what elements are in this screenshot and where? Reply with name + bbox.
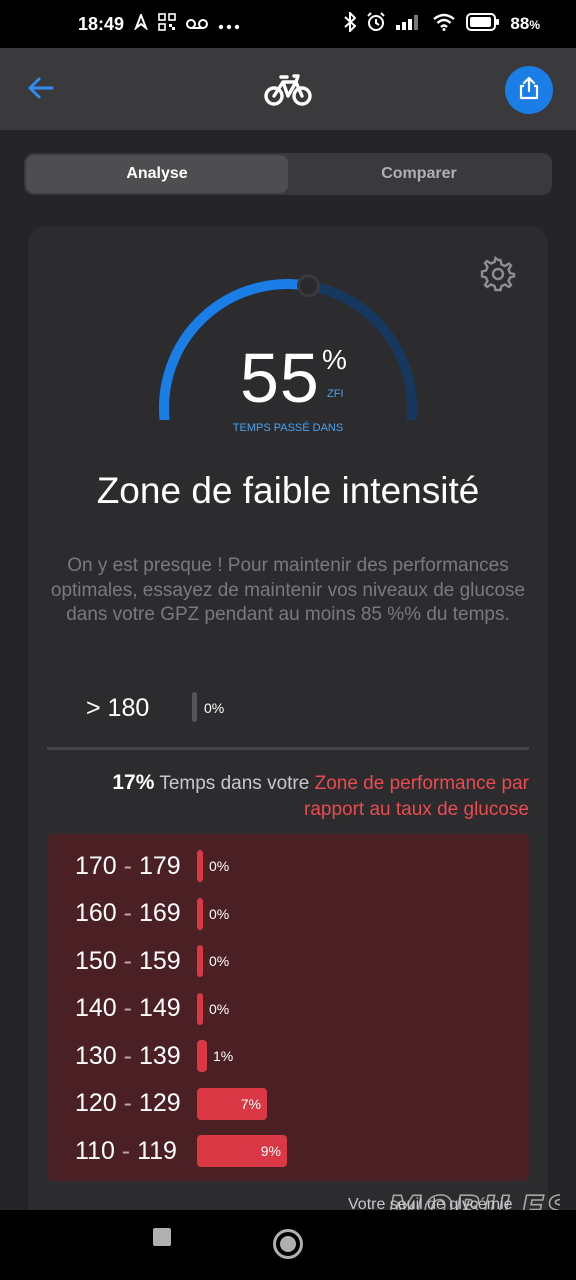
app-bar — [0, 48, 576, 130]
range-bar — [197, 897, 203, 930]
signal-icon — [396, 14, 422, 35]
range-bar: 7% — [197, 1087, 267, 1120]
more-dots-icon — [218, 14, 240, 35]
range-high: 119 — [137, 1136, 177, 1165]
gauge-fill — [159, 279, 314, 420]
range-high: 149 — [138, 994, 181, 1022]
range-percent: 0% — [209, 953, 230, 969]
range-row: 130 - 139 1% — [75, 1038, 233, 1074]
back-arrow-icon[interactable] — [24, 70, 60, 106]
range-high: 169 — [138, 899, 181, 927]
zone-description: On y est presque ! Pour maintenir des pe… — [50, 555, 526, 625]
battery-level: 88% — [510, 14, 540, 33]
range-bar — [197, 992, 203, 1025]
alarm-icon — [366, 11, 386, 37]
range-separator: - — [114, 1136, 138, 1165]
tab-analyse[interactable]: Analyse — [26, 155, 288, 193]
qr-code-icon — [158, 12, 176, 36]
voicemail-icon — [186, 14, 209, 35]
range-low: 130 — [75, 1041, 117, 1070]
gauge-percent-sign: % — [322, 344, 347, 375]
performance-zone-box — [47, 834, 529, 1181]
zone-gauge — [159, 274, 417, 420]
range-separator: - — [116, 899, 139, 927]
range-high: 139 — [138, 1041, 181, 1070]
range-high: 129 — [138, 1089, 181, 1117]
gauge-unit: ZFI — [327, 388, 344, 400]
range-row: 150 - 159 0% — [75, 943, 229, 979]
wifi-icon — [432, 13, 456, 36]
gauge-caption: TEMPS PASSÉ DANS — [232, 422, 344, 434]
range-separator: - — [116, 946, 139, 975]
performance-summary: 17% Temps dans votre Zone de performance… — [47, 770, 529, 823]
range-label: 170 - 179 — [75, 852, 197, 881]
range-row: 160 - 169 0% — [75, 896, 229, 932]
home-button[interactable] — [273, 1229, 303, 1259]
tab-comparer[interactable]: Comparer — [381, 165, 457, 182]
range-label: 130 - 139 — [75, 1042, 197, 1071]
analysis-tabs: Analyse Comparer — [24, 153, 552, 195]
above-180-percent: 0% — [204, 700, 225, 716]
range-bar — [197, 945, 203, 977]
range-low: 120 — [75, 1089, 117, 1117]
performance-text: Temps dans votre — [159, 773, 310, 794]
range-low: 170 — [75, 851, 117, 880]
bicycle-icon — [264, 70, 312, 108]
range-low: 110 — [75, 1136, 115, 1165]
zone-title: Zone de faible intensité — [96, 470, 480, 511]
range-row: 170 - 179 0% — [75, 848, 229, 884]
gauge-value: 55 — [240, 339, 320, 417]
performance-percent: 17% — [112, 771, 155, 794]
above-180-bar — [192, 692, 197, 722]
above-180-label: > 180 — [86, 694, 150, 722]
status-time: 18:49 — [78, 13, 125, 34]
range-label: 160 - 169 — [75, 899, 197, 928]
range-separator: - — [116, 1089, 139, 1117]
range-low: 160 — [75, 899, 117, 927]
range-percent: 9% — [260, 1143, 281, 1159]
range-separator: - — [116, 1041, 139, 1070]
range-label: 120 - 129 — [75, 1089, 197, 1118]
battery-icon — [466, 12, 500, 36]
range-high: 179 — [138, 851, 181, 880]
range-high: 159 — [138, 946, 181, 975]
range-row: 120 - 129 7% — [75, 1086, 267, 1122]
range-separator: - — [116, 994, 139, 1022]
status-bar: 18:49 88% — [0, 0, 576, 48]
share-button[interactable] — [505, 66, 553, 114]
range-bar: 9% — [197, 1135, 287, 1167]
range-separator: - — [116, 851, 139, 880]
share-icon — [518, 76, 540, 105]
location-icon — [133, 11, 149, 35]
range-percent: 0% — [209, 858, 230, 874]
gauge-knob — [296, 274, 320, 298]
range-percent: 0% — [209, 1000, 230, 1017]
settings-gear-icon[interactable] — [480, 255, 516, 292]
range-percent: 0% — [209, 905, 230, 922]
range-low: 140 — [75, 994, 117, 1022]
bluetooth-icon — [344, 10, 357, 37]
range-percent: 7% — [240, 1095, 261, 1112]
range-label: 140 - 149 — [75, 994, 197, 1023]
range-bar — [197, 850, 203, 882]
recent-apps-button[interactable] — [153, 1228, 171, 1246]
performance-zone-link[interactable]: Zone de performance par rapport au taux … — [304, 773, 529, 820]
range-label: 110 - 119 — [75, 1137, 197, 1166]
range-low: 150 — [75, 946, 117, 975]
range-row: 110 - 119 9% — [75, 1133, 287, 1169]
glucose-threshold-text: Votre seuil de glycémie — [348, 1196, 513, 1213]
range-label: 150 - 159 — [75, 947, 197, 976]
divider — [47, 747, 529, 750]
range-percent: 1% — [213, 1048, 234, 1064]
range-bar — [197, 1040, 207, 1072]
range-row: 140 - 149 0% — [75, 991, 229, 1027]
